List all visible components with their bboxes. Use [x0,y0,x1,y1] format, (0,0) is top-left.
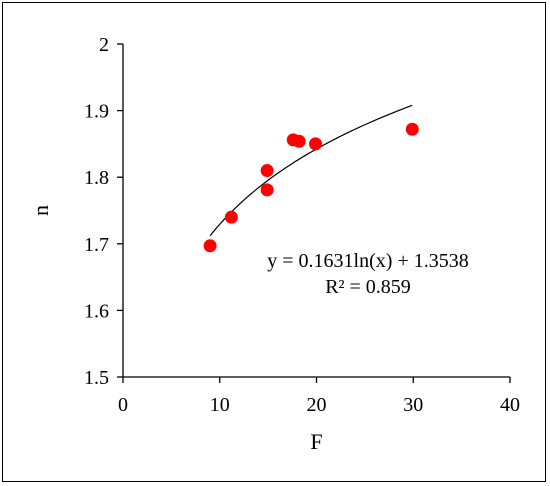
data-point [260,183,274,197]
x-axis-title: F [310,429,322,454]
data-point [203,239,217,253]
data-point [260,164,274,178]
y-axis-ticks: 1.5 1.6 1.7 1.8 1.9 2 [84,34,123,389]
x-tick-label: 10 [210,394,230,416]
y-tick-label: 1.7 [84,234,109,256]
y-tick-label: 1.5 [84,367,109,389]
y-tick-label: 1.9 [84,101,109,123]
chart-frame [2,2,546,482]
data-point [309,137,323,151]
y-tick-label: 1.6 [84,300,109,322]
x-axis-ticks: 0 10 20 30 40 [118,377,520,416]
data-point [405,122,419,136]
data-points [203,122,419,253]
y-axis-title: n [28,205,53,216]
y-tick-label: 2 [99,34,109,56]
r-squared-label: R² = 0.859 [325,276,411,298]
y-tick-label: 1.8 [84,167,109,189]
axes [122,44,510,378]
x-tick-label: 20 [307,394,327,416]
trendline [209,104,413,237]
trendline-equation: y = 0.1631ln(x) + 1.3538 [267,250,468,272]
x-tick-label: 0 [118,394,128,416]
data-point [292,134,306,148]
x-tick-label: 40 [500,394,520,416]
data-point [224,210,238,224]
x-tick-label: 30 [403,394,423,416]
